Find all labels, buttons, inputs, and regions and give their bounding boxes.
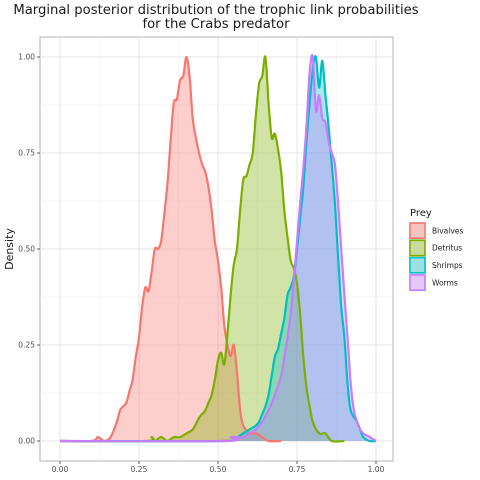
legend-key-background [409, 222, 426, 240]
x-tick-label: 0.00 [52, 465, 69, 474]
legend-label-detritus: Detritus [432, 244, 462, 253]
density-line-detritus [59, 55, 345, 443]
x-tick-label: 0.50 [210, 465, 227, 474]
x-tick-label: 0.75 [289, 465, 306, 474]
y-tick-label: 0.00 [18, 437, 35, 446]
y-tick-label: 0.50 [18, 245, 35, 254]
density-area-shrimps [60, 56, 376, 442]
legend-item-detritus: Detritus [409, 239, 462, 257]
legend-title: Prey [410, 208, 432, 219]
x-tick-label: 1.00 [368, 465, 385, 474]
density-line-worms [59, 53, 377, 443]
y-tick-label: 1.00 [18, 53, 35, 62]
legend-key-detritus [409, 239, 426, 257]
plot-panel [39, 36, 394, 462]
y-tick-label: 0.25 [18, 341, 35, 350]
legend-item-shrimps: Shrimps [409, 256, 463, 274]
legend-items: Bivalves Detritus Shrimps Worms [409, 222, 463, 292]
legend-label-bivalves: Bivalves [432, 226, 463, 235]
density-line-shrimps [59, 55, 377, 443]
y-tick-label: 0.75 [18, 149, 35, 158]
legend-key-bivalves [409, 222, 426, 240]
density-lines [59, 53, 377, 443]
y-axis: 0.00 0.25 0.50 0.75 1.00 [18, 53, 40, 446]
density-area-worms [60, 55, 376, 442]
legend: Prey Bivalves Detritus Shrimps Worms [409, 208, 463, 292]
x-tick-label: 0.25 [131, 465, 148, 474]
legend-key-background [409, 256, 426, 274]
legend-key-background [409, 239, 426, 257]
y-axis-title: Density [3, 228, 16, 270]
chart-title-line-2: for the Crabs predator [142, 17, 290, 32]
density-area-detritus [60, 56, 345, 442]
legend-key-worms [409, 274, 426, 291]
legend-label-worms: Worms [432, 278, 458, 287]
chart-title-line-1: Marginal posterior distribution of the t… [13, 3, 418, 18]
x-axis: 0.00 0.25 0.50 0.75 1.00 [52, 461, 385, 474]
density-line-bivalves [59, 55, 282, 443]
legend-item-worms: Worms [409, 273, 458, 292]
legend-key-shrimps [409, 256, 426, 274]
legend-item-bivalves: Bivalves [409, 222, 463, 240]
legend-label-shrimps: Shrimps [432, 261, 463, 270]
legend-key-background [409, 273, 426, 292]
